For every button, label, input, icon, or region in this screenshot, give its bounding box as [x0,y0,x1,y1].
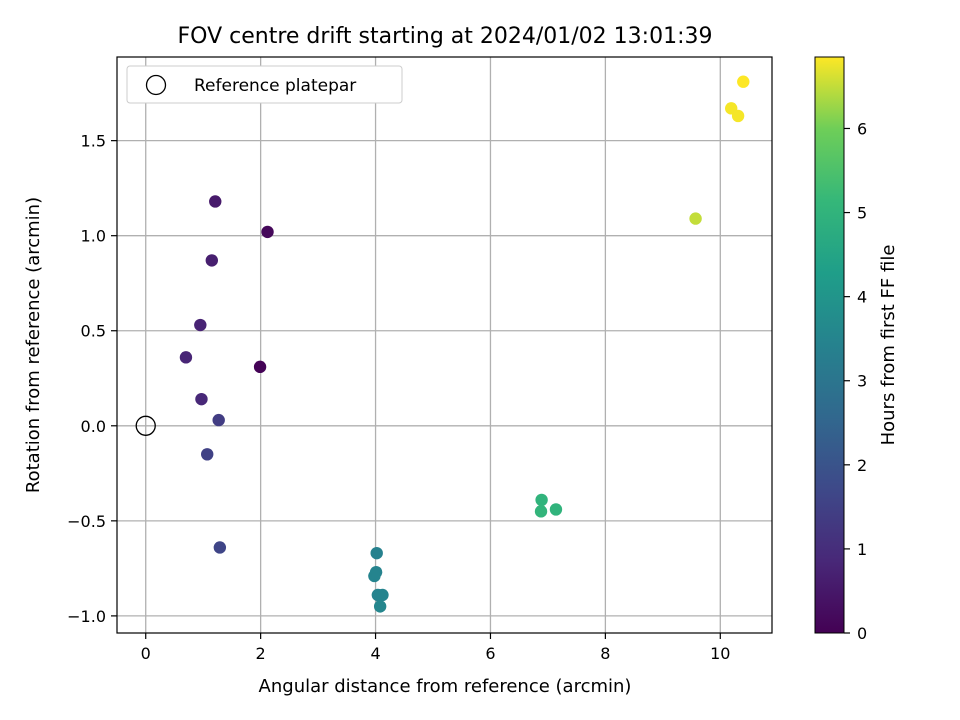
scatter-points [135,75,750,613]
colorbar-ticks: 0 1 2 3 4 5 6 [844,119,867,643]
data-point [376,588,389,602]
x-axis-ticks: 0 2 4 6 8 10 [141,633,730,663]
data-point [194,318,207,332]
colorbar-tick-label: 2 [857,456,867,475]
data-point [370,546,383,560]
colorbar-tick-label: 3 [857,372,867,391]
x-tick-label: 4 [370,644,380,663]
y-tick-label: 0.5 [81,322,106,341]
colorbar-tick-label: 4 [857,288,867,307]
data-point [373,600,387,613]
y-tick-label: −0.5 [67,512,106,531]
y-tick-label: −1.0 [67,607,106,626]
colorbar-label: Hours from first FF file [878,245,899,446]
data-point [534,505,548,518]
colorbar-tick-label: 1 [857,540,867,559]
colorbar-tick-label: 0 [857,624,867,643]
x-tick-label: 8 [600,644,610,663]
x-tick-label: 10 [710,644,730,663]
y-tick-label: 1.0 [81,227,106,246]
y-axis-label: Rotation from reference (arcmin) [23,197,44,493]
legend-label: Reference platepar [194,76,356,96]
x-tick-label: 0 [141,644,151,663]
legend: Reference platepar [126,65,403,104]
x-axis-label: Angular distance from reference (arcmin) [259,676,632,697]
chart-title: FOV centre drift starting at 2024/01/02 … [178,24,713,49]
data-point [179,351,193,364]
y-axis-ticks: −1.0 −0.5 0.0 0.5 1.0 1.5 [67,132,117,626]
data-point [535,493,548,507]
grid-lines [117,57,772,633]
data-point [205,254,219,267]
data-point [253,360,267,374]
y-tick-label: 0.0 [81,417,106,436]
legend-marker [145,74,167,96]
data-point [213,541,227,554]
data-point [368,569,381,583]
data-point [737,75,750,88]
colorbar-tick-label: 6 [857,119,867,138]
data-point [209,195,222,208]
colorbar: 0 1 2 3 4 5 6 Hours from first FF file [814,56,899,643]
colorbar-gradient [814,56,845,634]
x-tick-label: 2 [256,644,266,663]
legend-box [126,65,403,104]
x-tick-label: 6 [485,644,495,663]
data-point [689,212,702,225]
data-point [731,109,745,123]
colorbar-tick-label: 5 [857,204,867,223]
data-point [261,225,274,239]
plot-frame [116,56,773,634]
y-tick-label: 1.5 [81,132,106,151]
data-point [549,503,563,516]
data-point [195,392,208,406]
data-point [212,413,225,427]
data-point [201,448,214,461]
reference-platepar-marker [135,415,156,436]
